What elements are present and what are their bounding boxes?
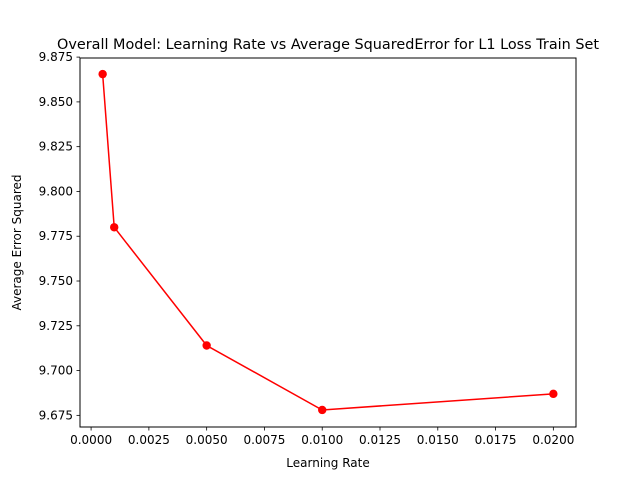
x-tick-label: 0.0100	[301, 433, 343, 447]
x-tick-label: 0.0025	[128, 433, 170, 447]
y-tick-label: 9.725	[39, 319, 73, 333]
data-point	[549, 389, 558, 399]
data-point	[318, 405, 327, 415]
x-tick-label: 0.0150	[417, 433, 459, 447]
data-point	[110, 223, 119, 232]
data-point	[202, 341, 211, 350]
x-tick-label: 0.0125	[359, 433, 401, 447]
x-tick-label: 0.0200	[532, 433, 574, 447]
series-line	[101, 74, 554, 411]
y-axis-label: Average Error Squared	[10, 174, 24, 310]
x-tick-label: 0.0075	[243, 433, 285, 447]
plot-area	[98, 69, 558, 415]
x-axis-ticks: 0.0000 0.0025 0.0050 0.0075 0.0100 0.0125 0.01…	[70, 427, 574, 447]
chart-title: Overall Model: Learning Rate vs Average …	[57, 37, 599, 53]
y-tick-label: 9.700	[39, 364, 73, 378]
plot-frame	[79, 57, 577, 428]
y-tick-label: 9.675	[39, 408, 73, 422]
x-tick-label: 0.0175	[475, 433, 517, 447]
y-tick-label: 9.825	[39, 140, 73, 154]
y-tick-label: 9.850	[39, 95, 73, 109]
y-tick-label: 9.875	[39, 50, 73, 64]
x-axis-label: Learning Rate	[286, 456, 369, 470]
x-tick-label: 0.0000	[70, 433, 112, 447]
x-tick-label: 0.0050	[186, 433, 228, 447]
y-tick-label: 9.750	[39, 274, 73, 288]
y-tick-label: 9.800	[39, 184, 73, 198]
y-axis-ticks: 9.675 9.700 9.725 9.750 9.775 9.800 9.825 9.850…	[39, 50, 80, 422]
data-point	[98, 69, 107, 79]
y-tick-label: 9.775	[39, 229, 73, 243]
